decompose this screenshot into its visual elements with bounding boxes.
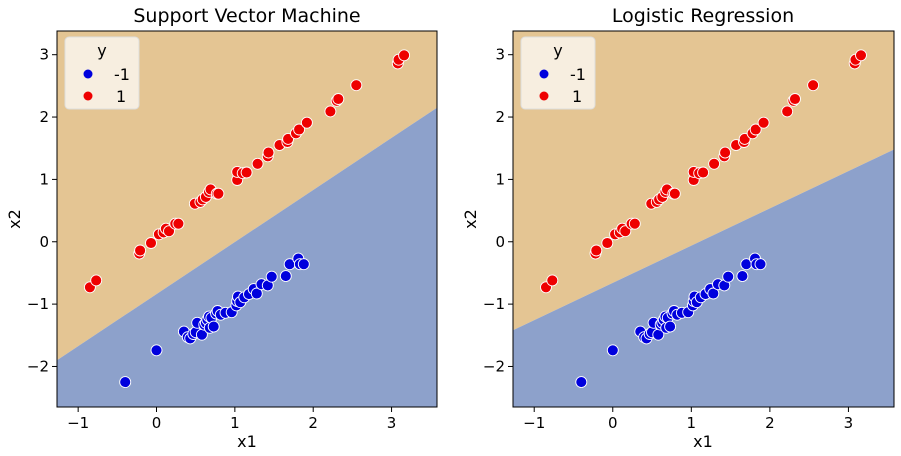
logreg-point-class-neg	[575, 376, 588, 389]
svm-x-tick-label: 3	[387, 414, 397, 432]
logreg-point-class-pos	[781, 105, 794, 118]
logreg-point-class-pos	[807, 79, 820, 92]
svm-x-tick-label: −1	[67, 414, 89, 432]
logreg-point-class-pos	[628, 217, 641, 230]
svm-y-ticks: −2 −1 0 1 2 3	[27, 46, 57, 375]
svm-point-class-pos	[293, 123, 306, 136]
logreg-legend-marker-pos	[539, 91, 549, 101]
svm-point-class-pos	[324, 105, 337, 118]
svm-y-tick-label: 0	[39, 233, 49, 251]
svm-point-class-pos	[90, 274, 103, 287]
logreg-point-class-pos	[697, 166, 710, 179]
logreg-point-class-neg	[754, 258, 767, 271]
logreg-x-tick-label: 0	[608, 414, 618, 432]
logreg-region-lower	[513, 149, 894, 407]
svm-legend-marker-neg	[83, 69, 93, 79]
logreg-point-class-pos	[757, 116, 770, 129]
logreg-point-class-pos	[708, 157, 721, 170]
svm-point-class-pos	[332, 93, 345, 105]
logreg-x-label: x1	[693, 432, 713, 451]
svm-x-tick-label: 0	[152, 414, 162, 432]
svm-point-class-pos	[300, 116, 313, 129]
logreg-x-tick-label: 1	[687, 414, 697, 432]
logreg-point-class-pos	[855, 49, 867, 62]
logreg-y-tick-label: 1	[495, 170, 505, 188]
logreg-y-tick-label: 0	[495, 233, 505, 251]
svm-x-tick-label: 2	[308, 414, 318, 432]
svm-y-tick-label: 1	[39, 170, 49, 188]
svm-y-tick-label: 2	[39, 108, 49, 126]
svm-point-class-neg	[207, 320, 220, 333]
logreg-x-tick-label: 2	[765, 414, 775, 432]
logreg-point-class-neg	[664, 320, 677, 333]
svm-legend-marker-pos	[83, 91, 93, 101]
logreg-title: Logistic Regression	[612, 5, 794, 27]
logreg-axes-frame	[512, 30, 895, 408]
svm-region-lower	[57, 107, 437, 407]
svm-points	[83, 49, 411, 389]
svm-title: Support Vector Machine	[133, 5, 360, 27]
svm-y-label: x2	[5, 209, 24, 229]
logreg-point-class-pos	[789, 93, 801, 105]
logreg-point-class-pos	[590, 244, 603, 257]
svm-point-class-pos	[134, 244, 147, 257]
svm-point-class-neg	[297, 258, 310, 271]
svm-x-label: x1	[237, 432, 257, 451]
svm-legend-box	[64, 36, 140, 110]
svm-y-tick-label: −1	[27, 295, 49, 313]
svm-point-class-pos	[172, 217, 185, 230]
logreg-legend-label-pos: 1	[572, 87, 582, 106]
svm-point-class-neg	[279, 270, 292, 283]
logreg-legend-title: y	[553, 41, 562, 60]
svm-legend-title: y	[97, 41, 106, 60]
svm-point-class-pos	[262, 146, 275, 159]
svm-point-class-pos	[350, 79, 363, 92]
svm-legend-label-neg: -1	[114, 65, 130, 84]
panel-svm: −1 0 1 2 3 −2 −1 0 1 2 3 Support Vector Machine x…	[5, 5, 438, 451]
svm-y-tick-label: −2	[27, 357, 49, 375]
svm-axes-frame	[56, 30, 438, 408]
panel-logreg: −1 0 1 2 3 −2 −1 0 1 2 3 Logistic Regression x1 x…	[461, 5, 895, 451]
svm-point-class-pos	[398, 49, 411, 62]
svm-point-class-pos	[251, 157, 264, 170]
logreg-legend-marker-neg	[539, 69, 549, 79]
logreg-point-class-neg	[606, 344, 619, 357]
logreg-point-class-neg	[736, 270, 749, 283]
logreg-point-class-pos	[601, 237, 614, 249]
logreg-legend-box	[520, 36, 596, 110]
svm-point-class-pos	[212, 187, 225, 200]
logreg-points	[540, 49, 867, 389]
logreg-x-tick-label: −1	[523, 414, 545, 432]
svm-region-upper	[57, 31, 437, 361]
logreg-y-tick-label: 3	[495, 46, 505, 64]
logreg-y-ticks: −2 −1 0 1 2 3	[483, 46, 513, 375]
logreg-x-ticks: −1 0 1 2 3	[523, 407, 853, 432]
logreg-x-tick-label: 3	[844, 414, 854, 432]
svm-legend: y -1 1	[64, 36, 140, 110]
logreg-point-class-neg	[722, 270, 735, 283]
svm-point-class-neg	[265, 270, 278, 283]
logreg-legend-label-neg: -1	[570, 65, 586, 84]
logreg-point-class-neg	[707, 287, 720, 300]
svm-point-class-pos	[145, 237, 157, 249]
svm-x-tick-label: 1	[230, 414, 240, 432]
svm-legend-label-pos: 1	[116, 87, 126, 106]
logreg-point-class-pos	[668, 187, 681, 200]
svm-point-class-neg	[150, 344, 163, 357]
logreg-point-class-pos	[749, 123, 762, 136]
logreg-y-tick-label: 2	[495, 108, 505, 126]
logreg-y-label: x2	[461, 209, 480, 229]
logreg-legend: y -1 1	[520, 36, 596, 110]
svm-point-class-pos	[240, 166, 253, 179]
logreg-y-tick-label: −2	[483, 357, 505, 375]
logreg-region-upper	[513, 31, 894, 331]
logreg-point-class-pos	[546, 274, 559, 287]
logreg-point-class-pos	[719, 146, 732, 159]
logreg-y-tick-label: −1	[483, 295, 505, 313]
svm-point-class-neg	[119, 376, 132, 389]
svm-y-tick-label: 3	[39, 46, 49, 64]
svm-point-class-neg	[250, 287, 263, 300]
svm-x-ticks: −1 0 1 2 3	[67, 407, 396, 432]
